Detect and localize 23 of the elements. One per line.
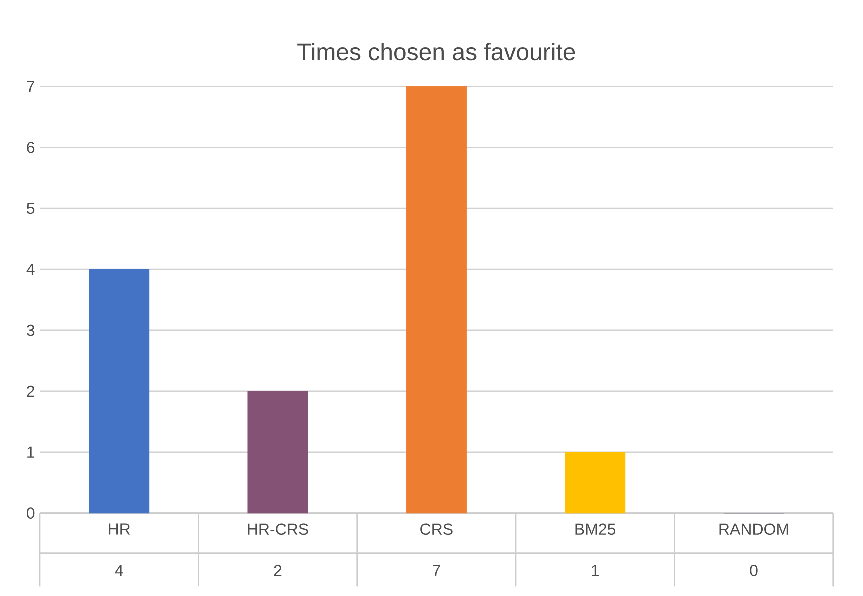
x-tick-label: BM25 — [576, 524, 616, 536]
bar — [89, 269, 150, 514]
y-tick-label: 0 — [27, 508, 35, 519]
y-tick-label: 3 — [27, 324, 35, 336]
x-tick-label: CRS — [420, 524, 453, 536]
y-tick-label: 1 — [28, 446, 35, 458]
bar — [406, 86, 467, 514]
x-tick-label: RANDOM — [720, 524, 788, 536]
data-label: 7 — [433, 565, 440, 576]
y-tick-label: 4 — [26, 264, 35, 276]
x-tick-label: HR-CRS — [248, 524, 308, 536]
data-label: 1 — [592, 565, 599, 576]
x-tick-label: HR — [109, 524, 130, 535]
data-label: 4 — [115, 565, 124, 576]
y-tick-label: 6 — [27, 142, 35, 154]
data-label: 0 — [750, 565, 758, 576]
bar — [565, 452, 626, 514]
y-tick-label: 7 — [27, 81, 34, 92]
chart-title: Times chosen as favourite — [298, 42, 576, 61]
y-tick-label: 2 — [27, 386, 34, 398]
y-tick-label: 5 — [27, 202, 35, 214]
bar — [248, 391, 308, 514]
data-label: 2 — [274, 565, 282, 576]
